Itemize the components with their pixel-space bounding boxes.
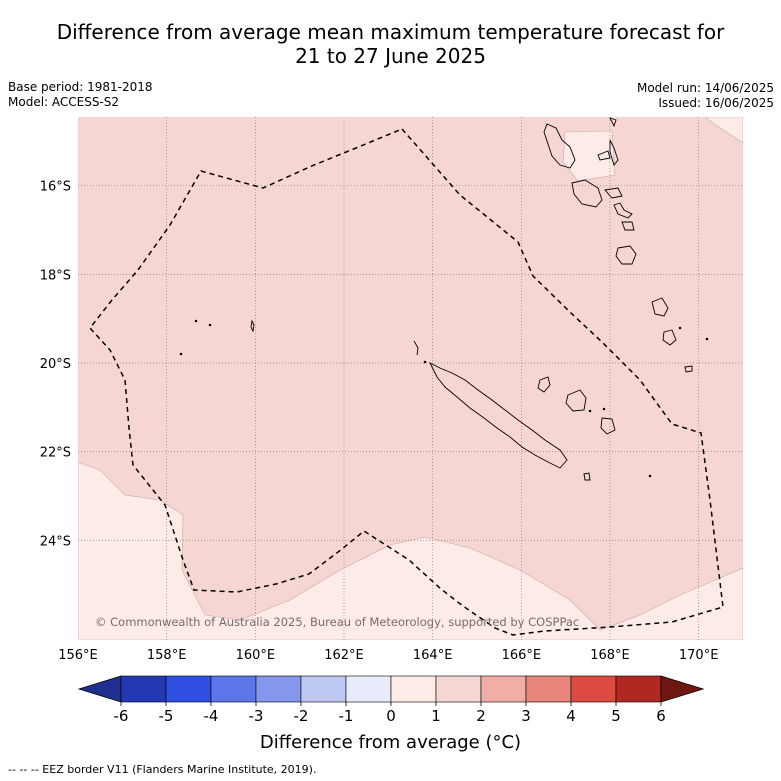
chart-title: Difference from average mean maximum tem… <box>0 20 781 68</box>
mare-coast <box>600 417 616 435</box>
colorbar-tick-label: 5 <box>611 707 621 725</box>
lat-tick-label: 18°S <box>40 268 71 283</box>
reef-islet-5 <box>588 409 592 413</box>
erromango-coast <box>615 245 637 265</box>
reef-islet-8 <box>678 326 682 330</box>
loyalty-mid-coast <box>662 329 677 346</box>
colorbar-bin <box>525 675 572 703</box>
colorbar-bin <box>390 675 437 703</box>
reef-islet-2 <box>208 323 212 327</box>
lon-tick-label: 162°E <box>324 648 364 663</box>
colorbar-bin <box>480 675 527 703</box>
reef-islet-1 <box>194 319 198 323</box>
eez-legend-note: -- -- -- EEZ border V11 (Flanders Marine… <box>8 763 317 776</box>
colorbar-bin <box>120 675 167 703</box>
lat-tick-label: 22°S <box>40 446 71 461</box>
colorbar-tick-label: -1 <box>339 707 354 725</box>
map-gridlines <box>78 117 743 640</box>
issued-date: Issued: 16/06/2025 <box>658 96 774 110</box>
eez-border <box>89 128 724 636</box>
colorbar-tick-label: 2 <box>476 707 486 725</box>
lon-tick-label: 168°E <box>590 648 630 663</box>
anomaly-band-0-to-1-southwest <box>78 461 743 640</box>
colorbar-tick-label: -5 <box>159 707 174 725</box>
colorbar-tick-label: -6 <box>114 707 129 725</box>
title-line-1: Difference from average mean maximum tem… <box>56 20 725 44</box>
pentecost-coast <box>609 117 617 128</box>
reef-islet-7 <box>648 474 652 478</box>
lon-tick-label: 164°E <box>413 648 453 663</box>
reef-islet-3 <box>179 352 183 356</box>
malekula-coast <box>571 179 603 208</box>
reef-islet-6 <box>602 407 606 411</box>
colorbar-label: Difference from average (°C) <box>259 732 522 753</box>
lon-tick-label: 160°E <box>236 648 276 663</box>
latitude-tick-labels: 16°S 18°S 20°S 22°S 24°S <box>40 180 71 550</box>
meta-left: Base period: 1981-2018 Model: ACCESS-S2 <box>8 80 153 110</box>
colorbar-tick-label: -4 <box>204 707 219 725</box>
maewo-coast <box>609 139 619 166</box>
colorbar-bin <box>345 675 392 703</box>
lat-tick-label: 20°S <box>40 357 71 372</box>
meta-right: Model run: 14/06/2025 Issued: 16/06/2025 <box>637 81 774 111</box>
colorbar-tick-label: -3 <box>249 707 264 725</box>
colorbar-bin <box>165 675 212 703</box>
colorbar-bin <box>210 675 257 703</box>
anomaly-band-0-to-1-northeast <box>704 117 743 144</box>
title-line-2: 21 to 27 June 2025 <box>295 44 486 68</box>
colorbar-bin <box>300 675 347 703</box>
colorbar-tick-label: 0 <box>386 707 396 725</box>
colorbar-tick-label: -2 <box>294 707 309 725</box>
lon-tick-label: 158°E <box>147 648 187 663</box>
colorbar-tick-label: 4 <box>566 707 576 725</box>
longitude-tick-labels: 156°E 158°E 160°E 162°E 164°E 166°E 168°E 170°E <box>58 648 718 663</box>
isle-of-pines-coast <box>583 472 591 481</box>
colorbar: -6 -5 -4 -3 -2 -1 0 1 2 3 4 5 6 <box>77 675 705 725</box>
lon-tick-label: 156°E <box>58 648 98 663</box>
chesterfield-coast <box>250 319 255 333</box>
lon-tick-label: 166°E <box>502 648 542 663</box>
coastlines <box>179 117 709 481</box>
anomaly-band-0-to-1-vanuatu <box>562 130 616 182</box>
colorbar-bin <box>255 675 302 703</box>
colorbar-tick-label: 3 <box>521 707 531 725</box>
colorbar-bin <box>435 675 482 703</box>
reef-islet-4 <box>423 360 427 364</box>
map-area: © Commonwealth of Australia 2025, Bureau… <box>78 117 743 640</box>
lon-tick-label: 170°E <box>679 648 719 663</box>
colorbar-bin <box>615 675 662 703</box>
lat-tick-label: 24°S <box>40 534 71 549</box>
copyright-text: © Commonwealth of Australia 2025, Bureau… <box>95 615 579 629</box>
colorbar-tick-label: 6 <box>656 707 666 725</box>
small-isle-coast <box>684 365 693 373</box>
lat-tick-label: 16°S <box>40 180 71 195</box>
lifou-coast <box>565 389 587 412</box>
ambrym-coast <box>604 187 623 199</box>
ouvea-coast <box>537 376 551 393</box>
new-caledonia-coast <box>428 361 568 469</box>
vanuatu-islet-coast <box>597 150 611 161</box>
colorbar-extend-high <box>660 675 705 703</box>
belep-islands-coast <box>413 340 419 356</box>
colorbar-bin <box>570 675 617 703</box>
loyalty-north-coast <box>651 297 669 317</box>
base-period: Base period: 1981-2018 <box>8 80 153 94</box>
colorbar-extend-low <box>77 675 122 703</box>
model-name: Model: ACCESS-S2 <box>8 95 120 109</box>
efate-coast <box>621 221 635 231</box>
epi-coast <box>613 202 633 219</box>
reef-islet-9 <box>705 337 709 341</box>
espiritu-santo-coast <box>543 123 576 169</box>
model-run: Model run: 14/06/2025 <box>636 81 774 95</box>
colorbar-tick-label: 1 <box>431 707 441 725</box>
